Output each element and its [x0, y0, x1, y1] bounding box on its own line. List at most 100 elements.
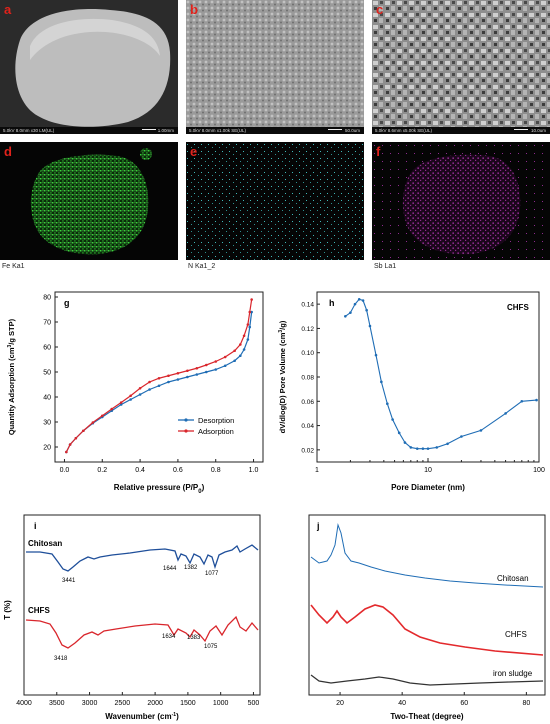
chart-g-point-adsorption	[246, 323, 250, 326]
xrd-chfs-label: CHFS	[505, 630, 527, 639]
xrd-iron-sludge-label: iron sludge	[493, 669, 533, 678]
chart-h-point	[426, 447, 430, 450]
sem-image-c	[372, 0, 550, 134]
chart-g-point-adsorption	[248, 310, 252, 314]
chart-g-legend-marker	[184, 418, 188, 422]
chart-h-point	[374, 353, 378, 357]
chart-h-point	[397, 431, 401, 435]
chart-g-point-adsorption	[204, 363, 208, 367]
ftir-chitosan-peak-3: 1382	[184, 565, 198, 571]
sem-panel-a: a 5.0kV 8.0mm x30 LM(UL) 1.00mm	[0, 0, 178, 134]
sem-scale-c: 10.0um	[530, 128, 546, 133]
chart-g-point-adsorption	[65, 450, 68, 454]
sem-panel-b: b 5.0kV 8.0mm x1.00k SE(UL) 50.0um	[186, 0, 364, 134]
chart-g-xlabel: Relative pressure (P/P0)	[114, 483, 205, 495]
chart-h-point	[344, 314, 347, 318]
chart-g-point-adsorption	[119, 401, 123, 404]
panel-label-e: e	[190, 144, 198, 159]
chart-h-point	[380, 380, 383, 384]
chart-g-xtick-label: 0.2	[97, 467, 107, 474]
chart-g-ytick-label: 60	[43, 345, 51, 352]
chart-h-point	[504, 412, 507, 415]
chart-g-point-adsorption	[138, 386, 142, 390]
chart-i-ftir: i T (%) Wavenumber (cm-1) 4000 3500 3000 25…	[3, 514, 261, 721]
ftir-chitosan-peak-1: 3441	[62, 578, 76, 584]
chart-i-panel-label: i	[34, 521, 37, 531]
chart-g-point-adsorption	[100, 414, 104, 418]
chart-g-point-desorption	[138, 393, 142, 396]
eds-map-e: e	[186, 142, 364, 260]
chart-h-xtick-label: 10	[424, 467, 432, 474]
sem-info-bar-b: 5.0kV 8.0mm x1.00k SE(UL) 50.0um	[186, 127, 364, 134]
chart-g-point-adsorption	[239, 343, 242, 346]
chart-h-ytick-label: 0.02	[301, 447, 314, 454]
ftir-chfs-peak-1: 3418	[54, 656, 68, 662]
chart-g-point-desorption	[223, 364, 227, 368]
chart-g-point-adsorption	[167, 374, 170, 378]
chart-h-point	[421, 447, 425, 450]
chart-h-point	[435, 446, 439, 449]
chart-i-xlabel: Wavenumber (cm-1)	[105, 712, 179, 721]
xrd-iron-sludge-line	[310, 674, 544, 686]
sem-image-a	[0, 0, 178, 134]
scale-bar-line-c	[514, 129, 528, 130]
chart-g-point-adsorption	[223, 355, 227, 359]
chart-h-point	[460, 435, 463, 438]
chart-h-ytick-label: 0.06	[301, 399, 314, 406]
chart-h-pore-distribution: h CHFS 1 10 100 0.02 0.04 0.06 0.08 0.10 0.12 0.1…	[278, 291, 545, 492]
chart-g-point-adsorption	[91, 421, 95, 424]
chart-g-point-adsorption	[233, 349, 236, 353]
chart-i-xtick-label: 3500	[49, 700, 65, 707]
chart-h-point	[403, 441, 407, 444]
chart-g-xtick-label: 0.0	[60, 467, 70, 474]
eds-caption-f: Sb La1	[374, 263, 397, 270]
chart-i-xtick-label: 500	[248, 700, 260, 707]
eds-caption-e: N Ka1_2	[188, 263, 216, 270]
ftir-chfs-label: CHFS	[28, 606, 50, 615]
chart-g-point-desorption	[167, 380, 170, 384]
chart-g-panel-label: g	[64, 298, 70, 308]
chart-g-point-desorption	[248, 325, 252, 329]
chart-h-point	[353, 302, 357, 306]
chart-g-xtick-label: 0.8	[211, 467, 221, 474]
chart-g-point-adsorption	[242, 334, 246, 338]
sem-panel-c: c 5.0kV 8.6mm x5.00k SE(UL) 10.0um	[372, 0, 550, 134]
chart-j-xlabel: Two-Theat (degree)	[390, 712, 464, 721]
chart-g-point-desorption	[233, 359, 236, 363]
chart-h-point	[357, 297, 361, 301]
chart-h-point	[446, 442, 449, 446]
chart-i-ylabel: T (%)	[3, 600, 12, 620]
sem-info-bar-a: 5.0kV 8.0mm x30 LM(UL) 1.00mm	[0, 127, 178, 134]
chart-g-xtick-label: 0.6	[173, 467, 183, 474]
panel-label-d: d	[4, 144, 12, 159]
chart-j-xtick-label: 60	[460, 700, 468, 707]
chart-g-point-adsorption	[186, 369, 189, 373]
chart-j-xrd: j Two-Theat (degree) 20 40 60 80 Chitosan C…	[308, 514, 546, 721]
scale-bar-line-a	[142, 129, 156, 130]
sem-info-b: 5.0kV 8.0mm x1.00k SE(UL)	[189, 128, 247, 133]
chart-g-point-desorption	[195, 373, 199, 376]
chart-h-point	[365, 308, 368, 312]
chart-j-panel-label: j	[316, 521, 320, 531]
chart-g-ytick-label: 40	[43, 395, 51, 402]
chart-h-xtick-label: 1	[315, 467, 319, 474]
sem-image-b	[186, 0, 364, 134]
chart-g-point-desorption	[214, 368, 218, 371]
chart-i-xtick-label: 4000	[16, 700, 32, 707]
chart-g-point-desorption	[176, 378, 180, 381]
chart-h-series-line	[345, 298, 537, 450]
chart-h-ylabel: dV/dlog(D) Pore Volume (cm3/g)	[278, 320, 287, 433]
chart-g-point-adsorption	[157, 376, 161, 380]
chart-g-ytick-label: 80	[43, 295, 51, 302]
chart-h-annotation: CHFS	[507, 303, 529, 312]
chart-g-point-adsorption	[74, 436, 78, 440]
chart-g-point-adsorption	[68, 443, 72, 446]
chart-g-point-desorption	[186, 375, 189, 379]
chart-g-point-desorption	[204, 370, 208, 374]
chart-j-xtick-label: 40	[398, 700, 406, 707]
panel-label-c: c	[376, 2, 384, 17]
chart-h-ytick-label: 0.14	[301, 302, 314, 309]
chart-g-point-desorption	[129, 398, 132, 401]
eds-caption-d: Fe Ka1	[2, 263, 25, 270]
chart-g-point-desorption	[242, 348, 246, 351]
